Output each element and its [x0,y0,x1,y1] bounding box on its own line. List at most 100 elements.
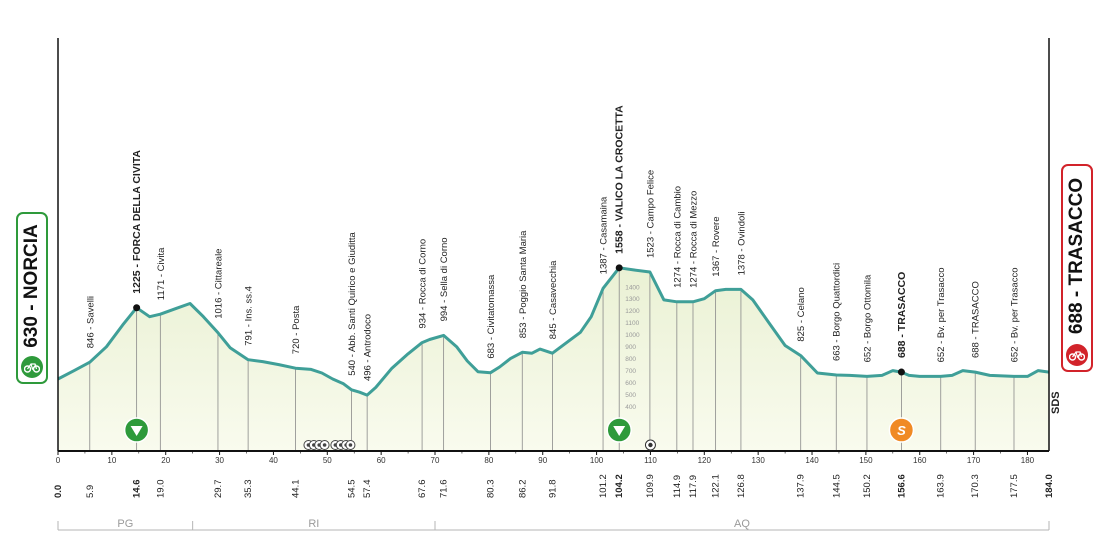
feed-zone-icon-center [648,442,653,448]
region-label: RI [308,518,319,530]
x-tick-label: 80 [484,456,493,465]
kom-triangle-icon [130,426,143,436]
waypoint-label: 1225 - FORCA DELLA CIVITA [131,150,143,294]
y-tick-label: 700 [625,368,636,375]
waypoint-label: 1171 - Civita [156,247,167,300]
waypoint-label: 720 - Posta [291,305,302,354]
km-label: 144.5 [831,474,842,498]
x-tick-label: 20 [161,456,170,465]
x-tick-label: 120 [698,456,712,465]
km-label: 80.3 [485,480,496,499]
x-tick-label: 40 [269,456,278,465]
km-label: 126.8 [736,474,747,498]
x-tick-label: 70 [431,456,440,465]
waypoint-label: 845 - Casavecchia [548,260,559,339]
sprint-icon [888,417,915,443]
y-tick-label: 1300 [625,296,640,303]
x-tick-label: 130 [751,456,765,465]
sprint-icon-letter: S [897,423,906,438]
km-label: 184.0 [1044,474,1055,498]
finish-town-label: 688 - TRASACCO [1066,177,1087,335]
region-label: PG [117,518,133,530]
brand-logo: SDS [1050,391,1062,414]
region-label: AQ [734,518,750,530]
waypoint-label: 994 - Sella di Corno [439,237,450,321]
y-tick-label: 600 [625,380,636,387]
waypoint-label: 496 - Antrodoco [363,314,374,381]
km-label: 57.4 [362,480,373,499]
km-label: 35.3 [243,480,254,499]
x-tick-label: 150 [859,456,873,465]
y-tick-label: 900 [625,344,636,351]
waypoint-label: 1274 - Rocca di Cambio [672,186,683,288]
km-label: 156.6 [896,474,907,498]
km-label: 150.2 [862,474,873,498]
km-label: 109.9 [645,474,656,498]
y-tick-label: 500 [625,392,636,399]
km-label: 86.2 [517,480,528,499]
km-label: 177.5 [1009,474,1020,498]
km-label: 54.5 [347,480,358,499]
x-tick-label: 10 [107,456,116,465]
kom-triangle-icon [613,426,626,436]
crossing-icon-center [348,443,353,447]
x-tick-label: 110 [644,456,657,465]
km-label: 170.3 [970,474,981,498]
x-tick-label: 180 [1021,456,1035,465]
waypoint-label: 652 - Bv. per Trasacco [1009,267,1020,362]
x-tick-label: 30 [215,456,224,465]
km-label: 122.1 [711,474,722,498]
km-label: 101.2 [598,474,609,498]
profile-area [58,267,1049,451]
km-label: 29.7 [213,480,224,499]
waypoint-label: 853 - Poggio Santa Maria [518,230,529,338]
waypoint-label: 1523 - Campo Felice [645,170,656,258]
summit-dot-marker [615,264,623,272]
waypoint-label: 688 - TRASACCO [971,281,982,358]
x-tick-label: 60 [377,456,386,465]
km-label: 104.2 [614,474,625,498]
km-label: 117.9 [688,475,699,498]
waypoint-label: 1378 - Ovindoli [736,211,747,275]
km-label: 71.6 [439,480,450,499]
y-tick-label: 1400 [625,284,640,291]
bike-icon [21,356,43,378]
waypoint-label: 683 - Civitatomassa [486,274,497,359]
x-tick-label: 170 [967,456,981,465]
km-label: 14.6 [132,480,143,499]
km-label: 137.9 [796,474,807,498]
x-tick-label: 50 [323,456,332,465]
profile-line [57,266,1050,397]
km-label: 67.6 [417,480,428,499]
km-label: 19.0 [155,480,166,499]
crossing-icon-center [322,443,327,447]
start-town-label: 630 - NORCIA [21,224,42,348]
y-tick-label: 400 [625,404,636,411]
x-tick-label: 160 [913,456,927,465]
waypoint-label: 825 - Celano [796,287,807,341]
x-tick-label: 140 [805,456,819,465]
waypoint-label: 663 - Borgo Quattordici [832,263,843,361]
km-label: 5.9 [85,485,96,498]
waypoint-label: 688 - TRASACCO [896,272,908,358]
y-tick-label: 1200 [625,308,640,315]
summit-dot-marker [133,304,141,312]
km-label: 0.0 [53,485,64,498]
waypoint-label: 652 - Borgo Ottomila [862,274,873,362]
waypoint-label: 1274 - Rocca di Mezzo [688,191,699,288]
km-label: 91.8 [547,480,558,499]
km-label: 114.9 [672,475,683,498]
waypoint-label: 1367 - Rovere [711,217,722,277]
y-tick-label: 800 [625,356,636,363]
x-tick-label: 90 [538,456,547,465]
finish-town-box: 688 - TRASACCO [1061,164,1093,372]
waypoint-label: 1016 - Cittareale [213,249,224,319]
y-tick-label: 1000 [625,332,640,339]
waypoint-label: 846 - Savelli [85,296,96,348]
waypoint-label: 1558 - VALICO LA CROCETTA [614,105,626,254]
km-label: 163.9 [936,474,947,498]
waypoint-label: 540 - Abb. Santi Quirico e Giuditta [347,231,358,375]
start-town-box: 630 - NORCIA [16,212,48,384]
